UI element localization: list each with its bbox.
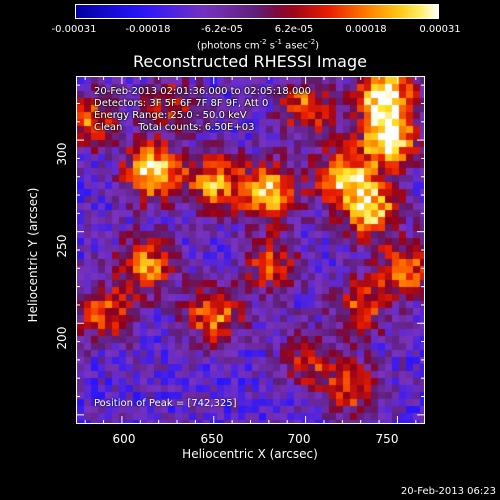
heatmap-image	[77, 77, 424, 423]
colorbar-units: (photons cm-2 s-1 asec-2)	[196, 38, 320, 52]
timestamp: 20-Feb-2013 06:23	[400, 486, 496, 497]
x-tick-label: 600	[112, 432, 136, 446]
image-area: 20-Feb-2013 02:01:36.000 to 02:05:18.000…	[76, 76, 425, 424]
y-axis-label: Heliocentric Y (arcsec)	[26, 187, 40, 323]
annotation-counts: Clean Total counts: 6.50E+03	[94, 122, 255, 133]
annotation-detectors: Detectors: 3F 5F 6F 7F 8F 9F, Att 0	[94, 98, 269, 109]
colorbar-tick-label: 6.2e-05	[274, 24, 314, 35]
x-axis-label: Heliocentric X (arcsec)	[182, 447, 318, 461]
x-tick-label: 650	[200, 432, 224, 446]
colorbar-tick-label: -6.2e-05	[201, 24, 243, 35]
colorbar-tick-label: -0.00018	[125, 24, 171, 35]
annotation-energy-range: Energy Range: 25.0 - 50.0 keV	[94, 110, 247, 121]
x-tick-label: 700	[287, 432, 311, 446]
colorbar	[75, 4, 439, 19]
peak-position-label: Position of Peak = [742,325]	[94, 398, 237, 409]
colorbar-tick-label: 0.00018	[345, 24, 387, 35]
colorbar-tick-label: 0.00031	[419, 24, 461, 35]
colorbar-tick-label: -0.00031	[51, 24, 97, 35]
x-tick-label: 750	[375, 432, 399, 446]
y-tick-label: 250	[55, 234, 69, 258]
annotation-time-range: 20-Feb-2013 02:01:36.000 to 02:05:18.000	[94, 86, 312, 97]
y-tick-label: 300	[55, 142, 69, 166]
y-tick-label: 200	[55, 326, 69, 350]
plot-title: Reconstructed RHESSI Image	[133, 52, 367, 71]
